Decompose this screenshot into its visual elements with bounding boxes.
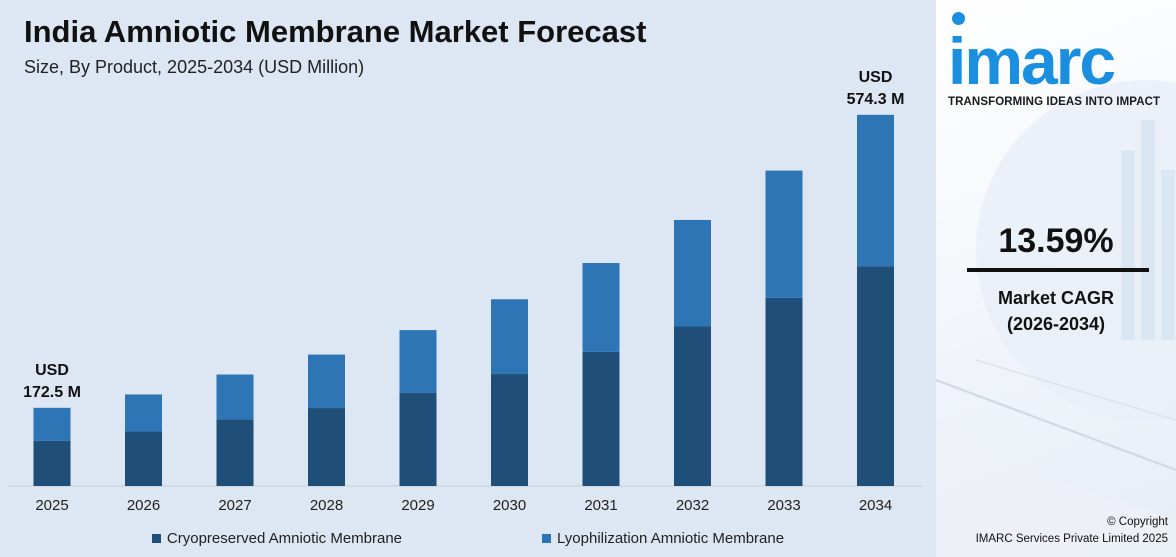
bar-cryopreserved-2026 [125, 431, 162, 486]
bar-cryopreserved-2030 [491, 374, 528, 486]
bar-lyophilization-2028 [308, 354, 345, 409]
cagr-label: Market CAGR [997, 288, 1115, 308]
x-tick-label-2034: 2034 [859, 497, 892, 514]
bar-cryopreserved-2028 [308, 408, 345, 486]
bar-chart: 2025 2026 2027 2028 2029 2030 2031 2032 2033 2034… [8, 69, 922, 514]
data-label-currency-2025: USD [35, 362, 69, 379]
legend-label-cryopreserved: Cryopreserved Amniotic Membrane [166, 530, 403, 547]
bar-cryopreserved-2032 [674, 326, 711, 486]
x-tick-label-2027: 2027 [218, 497, 251, 514]
legend-item-lyophilization: Lyophilization Amniotic Membrane [542, 530, 784, 547]
legend-swatch-cryopreserved [151, 534, 161, 543]
x-tick-label-2025: 2025 [35, 497, 68, 514]
bar-lyophilization-2026 [125, 394, 162, 432]
bar-cryopreserved-2033 [765, 297, 803, 486]
data-label-value-2025: 172.5 M [23, 384, 81, 401]
x-tick-label-2026: 2026 [127, 497, 160, 514]
bar-cryopreserved-2031 [582, 351, 620, 486]
x-tick-label-2028: 2028 [310, 497, 343, 514]
logo-tagline: TRANSFORMING IDEAS INTO IMPACT [948, 96, 1161, 108]
x-tick-label-2031: 2031 [584, 497, 617, 514]
chart-title: India Amniotic Membrane Market Forecast [24, 14, 647, 49]
chart-panel: India Amniotic Membrane Market Forecast … [0, 0, 936, 557]
side-panel: imarc TRANSFORMING IDEAS INTO IMPACT 13.… [936, 0, 1176, 557]
bar-lyophilization-2027 [216, 374, 254, 420]
x-tick-label-2033: 2033 [767, 497, 800, 514]
bar-lyophilization-2032 [674, 219, 711, 327]
bar-cryopreserved-2027 [216, 419, 254, 486]
background-graph-decoration [936, 80, 1176, 557]
logo-text: imarc [948, 24, 1116, 98]
copyright-line-2: IMARC Services Private Limited 2025 [975, 533, 1168, 545]
legend-swatch-lyophilization [542, 534, 552, 543]
cagr-value: 13.59% [998, 222, 1114, 260]
bar-cryopreserved-2025 [33, 440, 71, 486]
x-tick-label-2030: 2030 [493, 497, 526, 514]
bar-lyophilization-2025 [33, 407, 71, 441]
copyright-line-1: © Copyright [1107, 516, 1168, 528]
legend-item-cryopreserved: Cryopreserved Amniotic Membrane [151, 530, 403, 547]
legend-label-lyophilization: Lyophilization Amniotic Membrane [557, 530, 785, 547]
bar-lyophilization-2034 [857, 114, 894, 267]
bar-cryopreserved-2029 [399, 392, 437, 486]
x-tick-label-2032: 2032 [676, 497, 709, 514]
bar-lyophilization-2033 [765, 170, 803, 298]
copyright-block: © Copyright IMARC Services Private Limit… [976, 514, 1168, 548]
chart-legend: Cryopreserved Amniotic Membrane Lyophili… [0, 530, 936, 547]
data-label-currency-2034: USD [859, 69, 893, 86]
bar-cryopreserved-2034 [857, 266, 894, 486]
imarc-logo: imarc TRANSFORMING IDEAS INTO IMPACT [948, 10, 1176, 108]
data-label-value-2034: 574.3 M [847, 91, 905, 108]
bar-lyophilization-2029 [399, 330, 437, 393]
chart-subtitle: Size, By Product, 2025-2034 (USD Million… [24, 57, 365, 77]
cagr-divider [967, 268, 1149, 272]
cagr-period: (2026-2034) [1006, 314, 1106, 334]
x-tick-label-2029: 2029 [401, 497, 434, 514]
bar-lyophilization-2031 [582, 263, 620, 352]
cagr-label-block: Market CAGR (2026-2034) [936, 285, 1176, 337]
bar-lyophilization-2030 [491, 299, 528, 375]
logo-dot [952, 12, 965, 25]
